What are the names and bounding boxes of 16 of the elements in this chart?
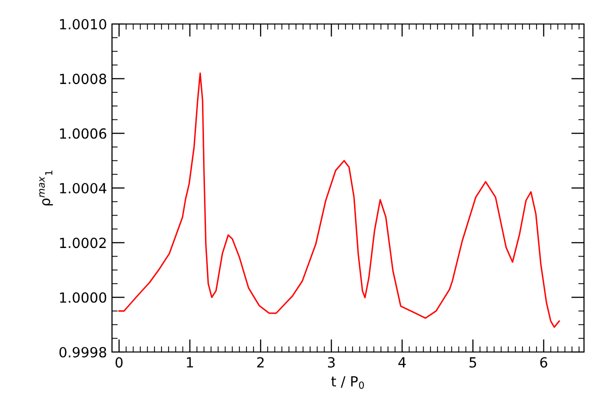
y-axis-title: ρ$^{max}$$_{1}$ xyxy=(39,170,53,206)
x-tick-label: 1 xyxy=(186,357,193,368)
y-tick-label: 1.0006 xyxy=(60,128,106,139)
x-axis-title: t / P$_{0}$ xyxy=(331,376,364,389)
x-tick-label: 0 xyxy=(116,357,123,368)
x-tick-label: 6 xyxy=(540,357,548,368)
x-tick-label: 5 xyxy=(470,357,476,368)
y-tick-label: 1.0010 xyxy=(60,18,106,30)
x-tick-label: 4 xyxy=(398,357,406,368)
y-tick-label: 1.0004 xyxy=(60,182,106,194)
y-tick-label: 0.9998 xyxy=(59,346,106,358)
y-tick-label: 1.0008 xyxy=(60,74,106,84)
x-tick-label: 3 xyxy=(328,357,335,368)
y-tick-label: 1.0000 xyxy=(60,292,106,303)
y-tick-label: 1.0002 xyxy=(60,238,106,248)
x-tick-label: 2 xyxy=(257,357,264,368)
